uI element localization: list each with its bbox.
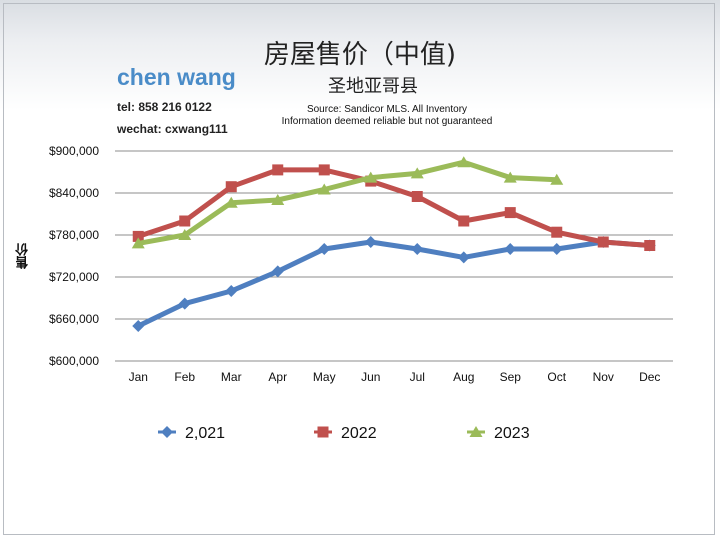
legend-label: 2022 xyxy=(341,425,377,442)
series-line-2 xyxy=(135,159,560,246)
data-point xyxy=(178,229,192,240)
data-point xyxy=(504,243,517,255)
x-tick-label: Feb xyxy=(174,370,195,384)
data-point xyxy=(597,236,609,248)
y-tick-label: $660,000 xyxy=(49,312,99,326)
data-point xyxy=(318,164,330,176)
agent-name: chen wang xyxy=(117,64,236,90)
source-line-2: Information deemed reliable but not guar… xyxy=(281,116,493,127)
y-tick-label: $840,000 xyxy=(49,186,99,200)
legend-label: 2,021 xyxy=(185,425,225,442)
y-tick-label: $900,000 xyxy=(49,144,99,158)
series-line-0 xyxy=(135,239,653,329)
y-tick-label: $720,000 xyxy=(49,270,99,284)
data-point xyxy=(131,237,145,249)
x-tick-label: Sep xyxy=(500,370,522,384)
x-tick-label: Jul xyxy=(410,370,425,384)
data-point xyxy=(644,240,656,251)
x-tick-label: Aug xyxy=(453,370,474,384)
data-point xyxy=(411,243,424,255)
x-tick-label: Nov xyxy=(593,370,614,384)
source-note: Source: Sandicor MLS. All Inventory Info… xyxy=(260,104,514,128)
x-tick-label: Jun xyxy=(361,370,380,384)
x-tick-label: Mar xyxy=(221,370,242,384)
x-tick-label: Apr xyxy=(268,370,287,384)
x-tick-label: Jan xyxy=(129,370,148,384)
data-point xyxy=(457,251,470,264)
chart-title: 房屋售价（中值) xyxy=(263,40,457,70)
legend-marker xyxy=(317,426,329,438)
y-tick-label: $600,000 xyxy=(49,354,99,368)
data-point xyxy=(224,196,238,208)
data-point xyxy=(179,215,191,227)
legend-marker xyxy=(469,426,483,437)
data-point xyxy=(550,243,563,255)
x-tick-label: Dec xyxy=(639,370,660,384)
data-point xyxy=(364,171,378,183)
agent-phone: tel: 858 216 0122 xyxy=(117,100,212,114)
data-point xyxy=(225,181,237,193)
data-point xyxy=(364,236,377,248)
data-point xyxy=(178,297,191,310)
data-point xyxy=(272,164,284,176)
x-tick-label: Oct xyxy=(547,370,566,384)
y-tick-label: $780,000 xyxy=(49,228,99,242)
data-point xyxy=(503,171,517,183)
data-point xyxy=(458,215,470,227)
data-point xyxy=(550,173,564,185)
data-point xyxy=(271,194,285,205)
source-line-1: Source: Sandicor MLS. All Inventory xyxy=(306,104,468,115)
data-point xyxy=(132,230,144,242)
data-point xyxy=(410,167,424,179)
x-tick-label: May xyxy=(313,370,336,384)
chart-subtitle: 圣地亚哥县 xyxy=(328,76,418,97)
data-point xyxy=(225,285,238,297)
data-point xyxy=(551,226,563,238)
data-point xyxy=(318,243,331,255)
slide-frame xyxy=(3,3,715,535)
data-point xyxy=(504,207,516,219)
agent-wechat: wechat: cxwang111 xyxy=(117,122,228,136)
data-point xyxy=(317,183,331,195)
legend-marker xyxy=(161,426,173,438)
data-point xyxy=(271,265,284,278)
data-point xyxy=(457,156,471,168)
data-point xyxy=(132,320,145,332)
data-point xyxy=(411,191,423,202)
legend-label: 2023 xyxy=(494,425,530,442)
series-line-1 xyxy=(135,167,653,248)
